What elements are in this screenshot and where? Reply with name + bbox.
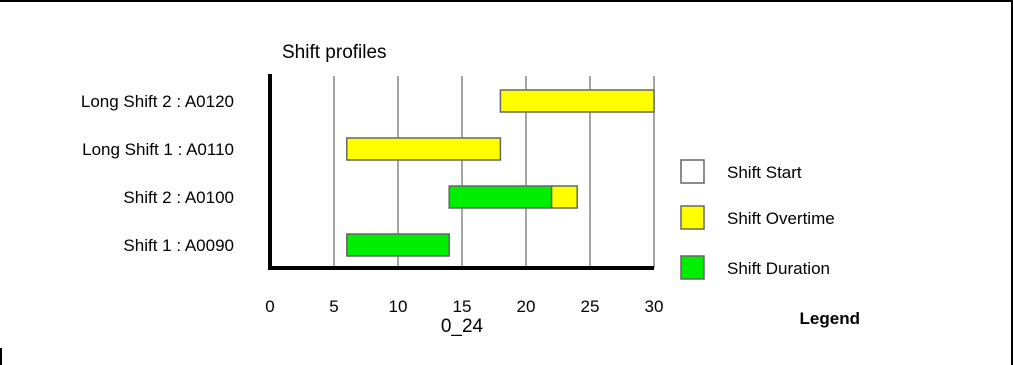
category-labels: Long Shift 2 : A0120 Long Shift 1 : A0110… <box>81 92 234 255</box>
bar-segment <box>346 137 502 161</box>
x-axis-label: 0_24 <box>441 316 484 337</box>
axes <box>268 74 654 270</box>
legend-swatch <box>680 255 705 280</box>
x-tick-label: 10 <box>389 297 408 316</box>
x-tick-label: 30 <box>645 297 664 316</box>
x-tick-label: 0 <box>265 297 274 316</box>
bar-segment <box>550 185 578 209</box>
x-tick-label: 25 <box>581 297 600 316</box>
x-tick-labels: 0 5 10 15 20 25 30 <box>265 297 663 316</box>
category-label: Shift 1 : A0090 <box>123 236 234 255</box>
chart-title: Shift profiles <box>282 42 387 63</box>
legend-entry: Shift Start <box>727 163 802 182</box>
legend: Shift Start Shift Overtime Shift Duration <box>680 159 835 280</box>
legend-title: Legend <box>800 309 860 328</box>
bar-segments <box>346 89 655 257</box>
legend-entry: Shift Duration <box>727 259 830 278</box>
bar-segment <box>448 185 553 209</box>
bar-segment <box>499 89 655 113</box>
legend-swatch <box>680 205 705 230</box>
x-tick-label: 15 <box>453 297 472 316</box>
category-label: Long Shift 2 : A0120 <box>81 92 234 111</box>
bar-segment <box>346 233 450 257</box>
category-label: Long Shift 1 : A0110 <box>82 140 234 159</box>
x-tick-label: 20 <box>517 297 536 316</box>
x-tick-label: 5 <box>329 297 338 316</box>
category-label: Shift 2 : A0100 <box>123 188 234 207</box>
legend-swatch <box>680 159 705 184</box>
legend-entry: Shift Overtime <box>727 209 835 228</box>
